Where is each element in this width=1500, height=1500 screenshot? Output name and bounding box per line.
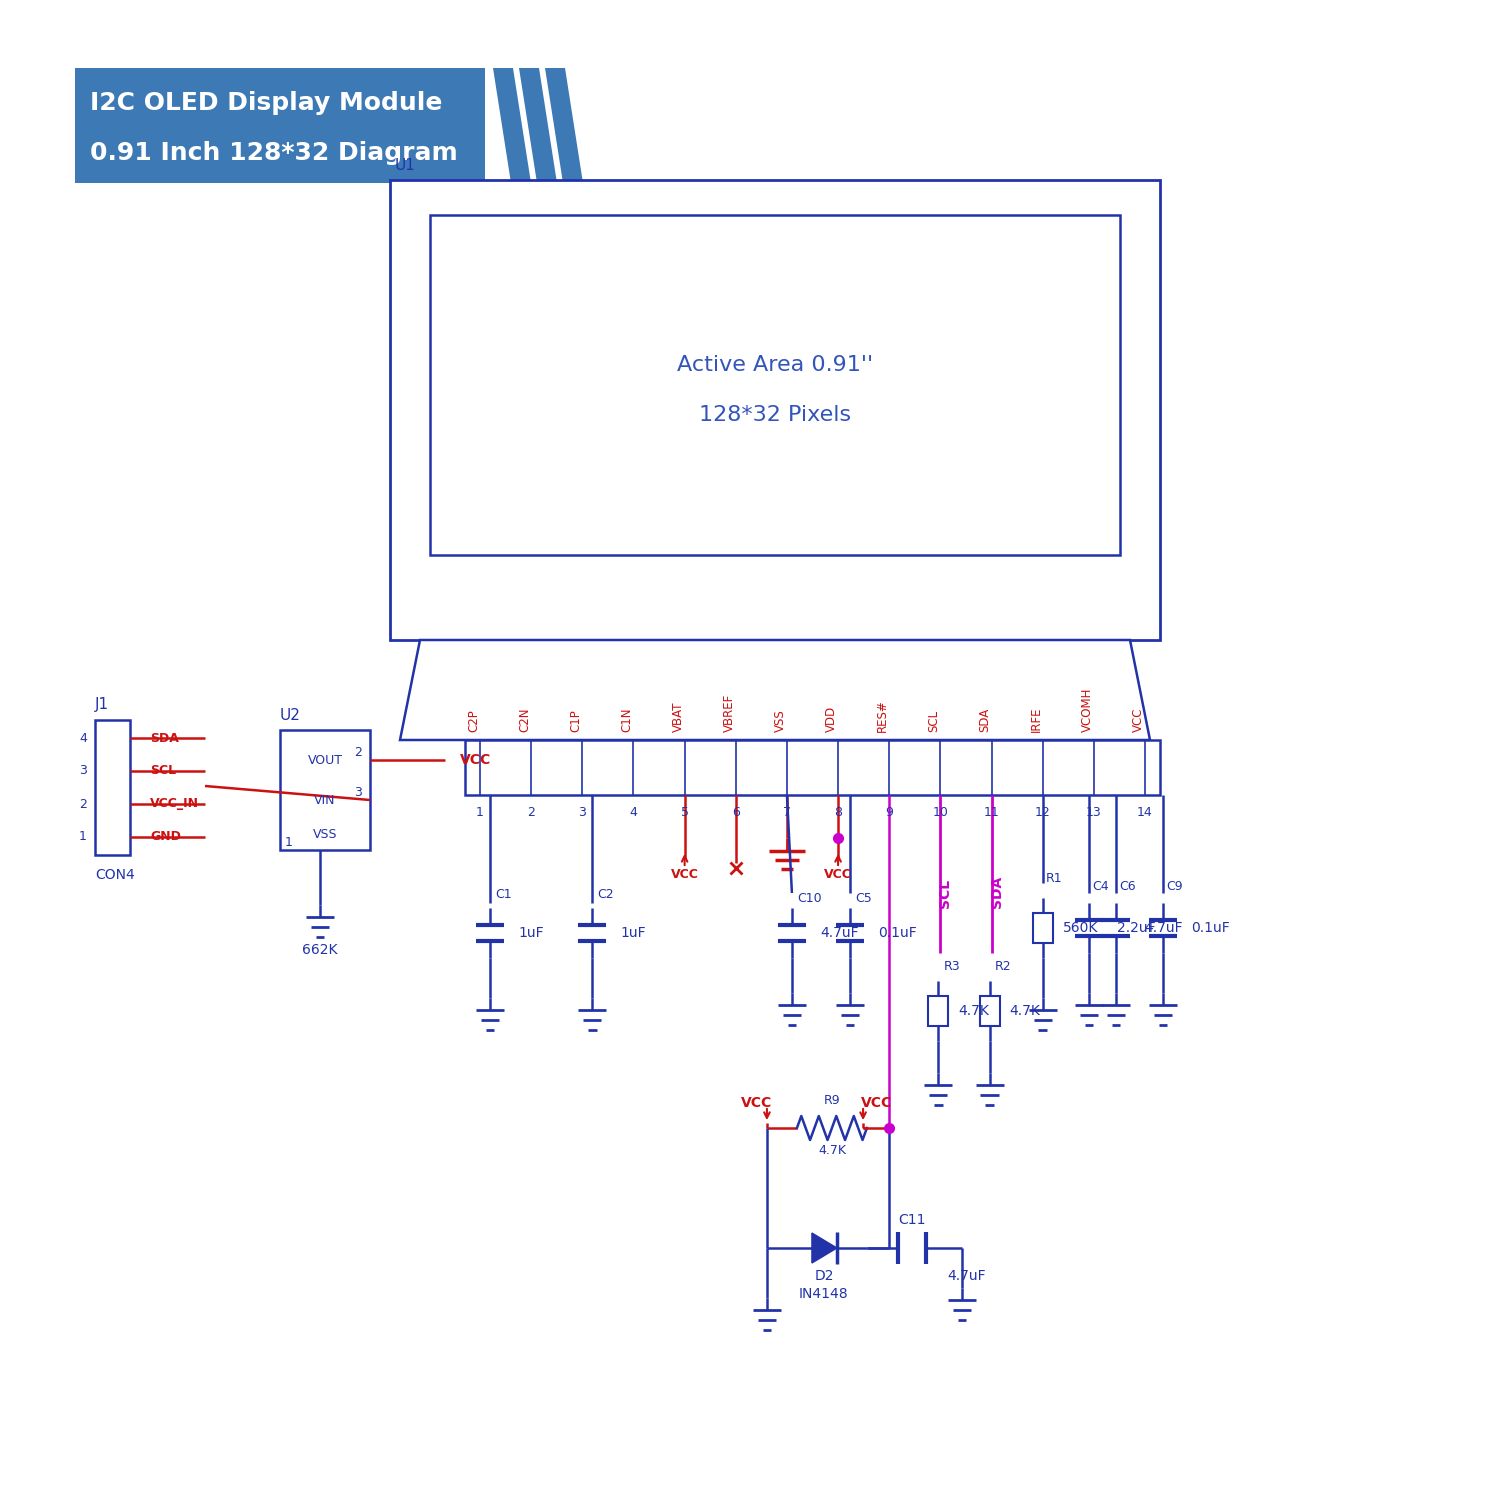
Bar [928,996,948,1026]
Text: R1: R1 [1046,871,1062,885]
Text: U2: U2 [280,708,302,723]
Text: C2P: C2P [466,710,480,732]
Text: R3: R3 [944,960,960,972]
Text: GND: GND [150,831,182,843]
Text: R9: R9 [824,1094,840,1107]
Text: C1: C1 [495,888,512,902]
Bar [1032,914,1053,944]
Text: 4.7K: 4.7K [1010,1004,1041,1019]
Text: Active Area 0.91'': Active Area 0.91'' [676,356,873,375]
Text: 0.91 Inch 128*32 Diagram: 0.91 Inch 128*32 Diagram [90,141,458,165]
Text: VCC: VCC [824,867,852,880]
Bar [75,68,485,183]
Polygon shape [400,640,1150,740]
Text: 2: 2 [80,798,87,810]
Text: 4: 4 [80,732,87,744]
Text: 13: 13 [1086,807,1101,819]
Text: VCC: VCC [861,1096,891,1110]
Bar [280,730,370,850]
Text: 8: 8 [834,807,842,819]
Text: 9: 9 [885,807,892,819]
Text: 1: 1 [476,807,484,819]
Text: C10: C10 [796,891,822,904]
Text: 3: 3 [80,765,87,777]
Text: C9: C9 [1166,879,1182,892]
Bar [94,720,130,855]
Text: 3: 3 [579,807,586,819]
Text: 4.7uF: 4.7uF [946,1269,986,1282]
Text: 4: 4 [630,807,638,819]
Text: VOUT: VOUT [308,753,342,766]
Text: 10: 10 [933,807,948,819]
Text: CON4: CON4 [94,868,135,882]
Text: VCC: VCC [741,1096,772,1110]
Text: 1uF: 1uF [518,926,543,940]
Text: 5: 5 [681,807,688,819]
Text: VIN: VIN [315,794,336,807]
Text: 11: 11 [984,807,999,819]
Text: C2: C2 [597,888,613,902]
Text: 1: 1 [285,837,292,849]
Text: J1: J1 [94,698,110,712]
Text: 4.7K: 4.7K [958,1004,990,1019]
Text: VCC: VCC [460,753,492,766]
Bar [980,996,999,1026]
Text: SDA: SDA [150,732,178,744]
Text: 0.1uF: 0.1uF [1191,921,1230,934]
Text: RES#: RES# [876,699,890,732]
Text: C11: C11 [898,1214,926,1227]
Polygon shape [494,68,531,183]
Text: 4.7K: 4.7K [818,1143,846,1156]
Text: 6: 6 [732,807,740,819]
Text: IN4148: IN4148 [800,1287,849,1300]
Text: 14: 14 [1137,807,1154,819]
Text: 2.2uF: 2.2uF [1118,921,1155,934]
Text: 7: 7 [783,807,790,819]
Text: 560K: 560K [1062,921,1098,934]
Text: SDA: SDA [990,876,1004,908]
Text: 4.7uF: 4.7uF [1144,921,1182,934]
Text: VCOMH: VCOMH [1082,687,1094,732]
Text: D2: D2 [815,1269,834,1282]
Polygon shape [544,68,584,183]
Text: R2: R2 [994,960,1011,972]
Text: VCC: VCC [1132,708,1144,732]
Bar [390,180,1160,640]
Text: SCL: SCL [939,879,952,908]
Text: 3: 3 [354,786,362,798]
Text: VCC: VCC [670,867,699,880]
Text: C6: C6 [1119,879,1136,892]
Text: SDA: SDA [978,708,992,732]
Text: 662K: 662K [302,944,338,957]
Text: C1N: C1N [621,708,633,732]
Text: SCL: SCL [927,710,940,732]
Polygon shape [812,1233,837,1263]
Text: U1: U1 [394,159,416,174]
Polygon shape [519,68,556,183]
Text: C2N: C2N [518,708,531,732]
Text: VBAT: VBAT [672,702,684,732]
Text: 128*32 Pixels: 128*32 Pixels [699,405,850,424]
Text: VSS: VSS [312,828,338,842]
Text: SCL: SCL [150,765,176,777]
Text: 2: 2 [526,807,536,819]
Text: 12: 12 [1035,807,1050,819]
Text: C1P: C1P [570,710,582,732]
Text: VDD: VDD [825,706,839,732]
Text: I2C OLED Display Module: I2C OLED Display Module [90,92,442,116]
Bar [465,740,1160,795]
Text: VBREF: VBREF [723,693,736,732]
Text: IRFE: IRFE [1029,706,1042,732]
Text: C4: C4 [1092,879,1108,892]
Bar [430,214,1120,555]
Text: 4.7uF: 4.7uF [821,926,858,940]
Text: VSS: VSS [774,710,788,732]
Text: 1uF: 1uF [621,926,646,940]
Text: VCC_IN: VCC_IN [150,798,200,810]
Text: 1: 1 [80,831,87,843]
Text: 2: 2 [354,746,362,759]
Text: C5: C5 [855,891,871,904]
Text: 0.1uF: 0.1uF [878,926,916,940]
